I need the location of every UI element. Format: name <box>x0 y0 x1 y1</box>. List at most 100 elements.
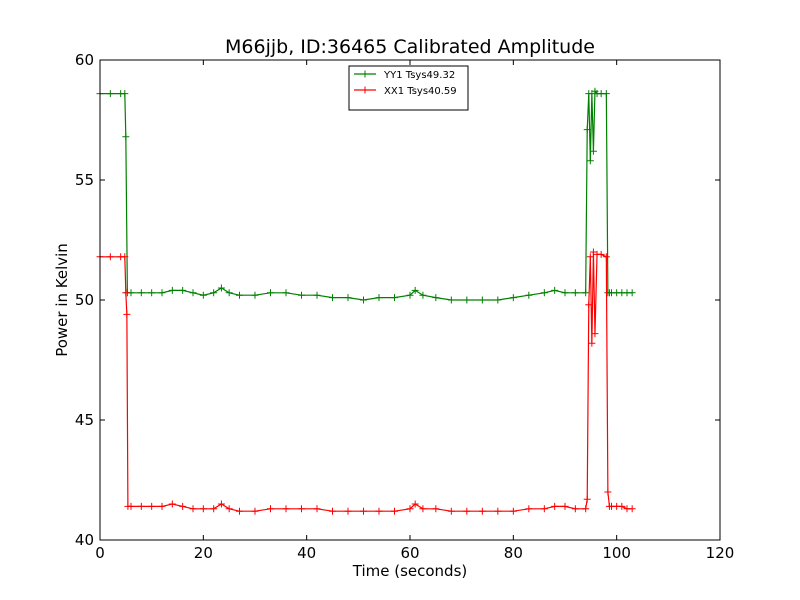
data-point <box>313 505 321 513</box>
data-point <box>406 505 414 513</box>
data-point <box>210 289 218 297</box>
data-point <box>589 147 597 155</box>
legend-entry: YY1 Tsys49.32 <box>354 70 455 81</box>
data-point <box>344 507 352 515</box>
data-point <box>127 502 135 510</box>
data-point <box>329 294 336 302</box>
data-point <box>267 289 274 297</box>
data-point <box>588 339 596 347</box>
x-tick-label: 80 <box>504 544 523 562</box>
y-tick-label: 40 <box>75 531 94 549</box>
y-axis-label: Power in Kelvin <box>53 243 71 357</box>
data-point <box>267 505 274 513</box>
data-point <box>179 286 187 294</box>
data-point <box>148 289 156 297</box>
data-point <box>509 294 517 302</box>
legend-entry: XX1 Tsys40.59 <box>354 86 457 97</box>
data-point <box>419 291 427 299</box>
plot-marks <box>96 87 636 515</box>
data-point <box>628 289 636 297</box>
data-point <box>298 505 305 513</box>
data-point <box>344 294 352 302</box>
data-point <box>189 289 197 297</box>
data-point <box>225 289 233 297</box>
data-point <box>236 291 243 299</box>
data-point <box>121 90 129 98</box>
x-tick-label: 120 <box>706 544 735 562</box>
data-point <box>463 296 471 304</box>
data-point <box>391 294 398 302</box>
data-point <box>432 505 440 513</box>
data-point <box>494 507 502 515</box>
data-point <box>106 253 114 261</box>
data-point <box>360 507 367 515</box>
axis-ticks: 0 20 40 60 80 100 120 40 45 50 55 60 <box>75 51 734 562</box>
data-point <box>419 505 427 513</box>
data-point <box>158 502 166 510</box>
data-point <box>329 507 336 515</box>
data-point <box>199 505 207 513</box>
data-point <box>494 296 502 304</box>
data-point <box>375 507 383 515</box>
data-point <box>199 291 207 299</box>
x-tick-label: 20 <box>194 544 213 562</box>
data-point <box>236 507 243 515</box>
y-tick-label: 45 <box>75 411 94 429</box>
data-point <box>589 248 597 256</box>
data-point <box>122 289 130 297</box>
data-point <box>179 502 187 510</box>
data-point <box>628 505 636 513</box>
data-point <box>282 505 290 513</box>
data-point <box>282 289 290 297</box>
data-point <box>313 291 321 299</box>
data-point <box>551 286 559 294</box>
data-point <box>602 253 610 261</box>
data-point <box>478 507 486 515</box>
data-point <box>525 505 533 513</box>
data-point <box>217 284 225 292</box>
x-tick-label: 60 <box>400 544 419 562</box>
data-point <box>551 502 559 510</box>
data-point <box>463 507 471 515</box>
legend: YY1 Tsys49.32 XX1 Tsys40.59 <box>348 65 469 111</box>
data-point <box>217 500 225 508</box>
legend-box <box>348 65 469 111</box>
data-point <box>121 253 129 261</box>
legend-label: YY1 Tsys49.32 <box>383 70 455 81</box>
data-point <box>583 126 591 134</box>
data-point <box>148 502 156 510</box>
data-point <box>540 289 548 297</box>
data-point <box>168 500 176 508</box>
data-point <box>123 310 131 318</box>
plot-frame <box>99 59 721 541</box>
data-point <box>604 488 612 496</box>
data-point <box>251 291 259 299</box>
x-tick-label: 40 <box>297 544 316 562</box>
data-point <box>158 289 166 297</box>
data-point <box>586 157 594 165</box>
series-0 <box>96 87 636 304</box>
data-point <box>225 505 233 513</box>
data-point <box>122 133 130 141</box>
y-tick-label: 50 <box>75 291 94 309</box>
data-point <box>561 502 569 510</box>
data-point <box>571 289 579 297</box>
data-point <box>525 291 533 299</box>
chart-title: M66jjb, ID:36465 Calibrated Amplitude <box>225 36 595 58</box>
x-tick-label: 0 <box>95 544 105 562</box>
y-tick-label: 55 <box>75 171 94 189</box>
data-point <box>571 505 579 513</box>
data-point <box>618 502 626 510</box>
data-point <box>585 301 593 309</box>
data-point <box>411 286 419 294</box>
data-point <box>375 294 383 302</box>
x-tick-label: 100 <box>602 544 631 562</box>
data-point <box>251 507 259 515</box>
data-point <box>106 90 114 98</box>
data-point <box>360 296 367 304</box>
data-point <box>561 289 569 297</box>
data-point <box>447 507 455 515</box>
data-point <box>582 505 590 513</box>
data-point <box>582 289 590 297</box>
